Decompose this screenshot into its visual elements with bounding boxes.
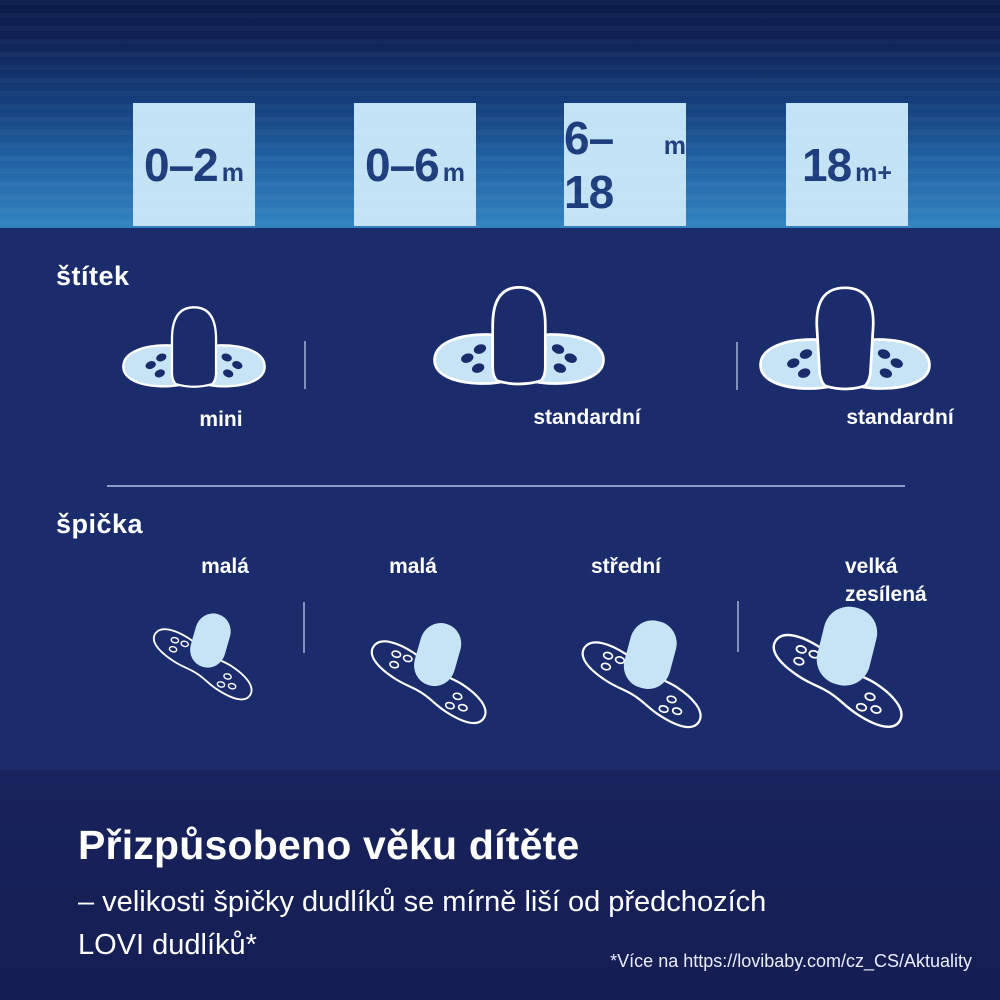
pacifier-front-standard-icon bbox=[433, 285, 605, 386]
footer-subline-2: LOVI dudlíků* bbox=[78, 929, 257, 961]
age-unit: m bbox=[663, 131, 686, 160]
shield-label-mini: mini bbox=[199, 408, 243, 431]
age-gradient-band: 0–2 m 0–6 m 6–18 m 18 m+ bbox=[0, 0, 1000, 228]
pacifier-side-small-tip-icon bbox=[152, 613, 253, 701]
footer-subline-1: – velikosti špičky dudlíků se mírně liší… bbox=[78, 886, 767, 918]
pacifier-front-standard-icon bbox=[759, 286, 931, 391]
age-unit: m bbox=[221, 158, 244, 187]
footer-heading: Přizpůsobeno věku dítěte bbox=[78, 822, 580, 868]
pacifier-side-medium-tip-icon bbox=[581, 620, 702, 729]
tip-label-small: malá bbox=[201, 555, 249, 578]
age-box-0-6m: 0–6 m bbox=[354, 103, 476, 226]
column-divider bbox=[304, 341, 306, 389]
tip-label-small: malá bbox=[389, 555, 437, 578]
age-unit: m+ bbox=[855, 158, 892, 187]
pacifier-side-large-tip-icon bbox=[772, 606, 903, 728]
column-divider bbox=[737, 601, 739, 652]
age-value: 0–2 bbox=[144, 138, 219, 191]
column-divider bbox=[303, 602, 305, 653]
shield-label-standard: standardní bbox=[846, 406, 954, 429]
tip-section-title: špička bbox=[56, 509, 144, 539]
age-value: 0–6 bbox=[365, 138, 440, 191]
age-value: 18 bbox=[801, 138, 852, 191]
tip-label-large-reinforced: velká zesílená bbox=[845, 553, 927, 609]
column-divider bbox=[736, 342, 738, 390]
shield-label-standard: standardní bbox=[533, 406, 641, 429]
age-box-0-2m: 0–2 m bbox=[133, 103, 255, 226]
tip-label-medium: střední bbox=[590, 555, 662, 578]
age-box-6-18m: 6–18 m bbox=[564, 103, 686, 226]
tip-label-line2: zesílená bbox=[845, 583, 927, 606]
age-unit: m bbox=[442, 158, 465, 187]
footer-url-note: *Více na https://lovibaby.com/cz_CS/Aktu… bbox=[610, 951, 972, 971]
pacifier-front-mini-icon bbox=[122, 306, 266, 388]
age-value: 6–18 bbox=[564, 111, 614, 218]
shield-section-title: štítek bbox=[56, 261, 130, 291]
pacifier-side-small-tip-icon bbox=[370, 623, 487, 725]
age-box-18m-plus: 18 m+ bbox=[786, 103, 908, 226]
footer-band bbox=[0, 770, 1000, 1000]
tip-label-line1: velká bbox=[845, 555, 898, 578]
section-divider bbox=[107, 485, 905, 487]
